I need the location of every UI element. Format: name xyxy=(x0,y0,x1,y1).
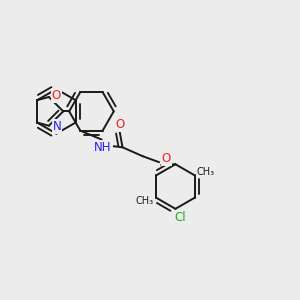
Text: CH₃: CH₃ xyxy=(197,167,215,177)
Text: O: O xyxy=(162,152,171,165)
Text: N: N xyxy=(53,120,62,133)
Text: O: O xyxy=(116,118,125,131)
Text: O: O xyxy=(52,89,61,102)
Text: NH: NH xyxy=(94,141,112,154)
Text: Cl: Cl xyxy=(174,211,186,224)
Text: CH₃: CH₃ xyxy=(136,196,154,206)
